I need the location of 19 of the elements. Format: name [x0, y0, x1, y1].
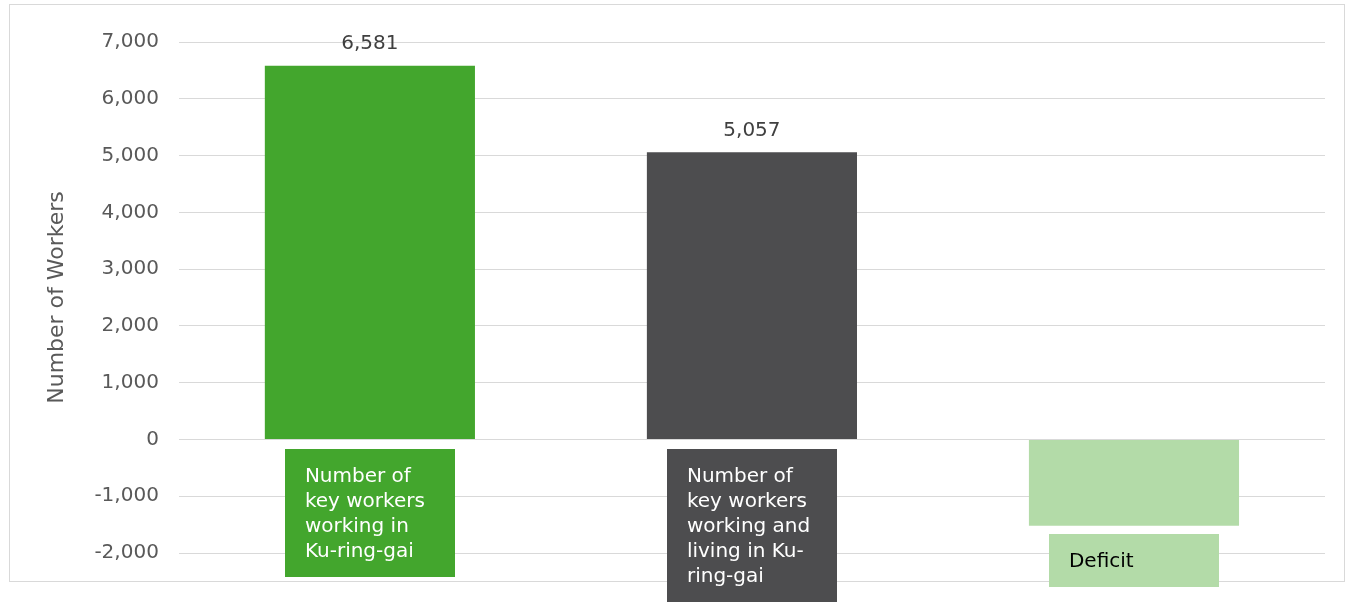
y-tick-label: -2,000: [94, 539, 159, 564]
y-tick-label: 5,000: [101, 141, 159, 166]
data-label: 5,057: [723, 116, 781, 141]
y-tick-label: 1,000: [101, 368, 159, 393]
y-tick-label: 6,000: [101, 84, 159, 109]
y-tick-label: 2,000: [101, 312, 159, 337]
bar: [264, 65, 475, 439]
label-box: Number of key workers working in Ku-ring-gai: [284, 449, 455, 578]
y-tick-label: 3,000: [101, 255, 159, 280]
y-tick-label: 0: [146, 425, 159, 450]
bar: [1028, 439, 1240, 526]
label-box: Number of key workers working and living in Ku-ring-gai: [666, 449, 837, 603]
label-box: Deficit: [1048, 533, 1219, 587]
y-tick-label: 7,000: [101, 28, 159, 53]
y-tick-label: 4,000: [101, 198, 159, 223]
y-tick-label: -1,000: [94, 482, 159, 507]
data-label: 6,581: [341, 29, 399, 54]
bar: [646, 152, 857, 439]
y-axis-title: Number of Workers: [42, 191, 68, 404]
